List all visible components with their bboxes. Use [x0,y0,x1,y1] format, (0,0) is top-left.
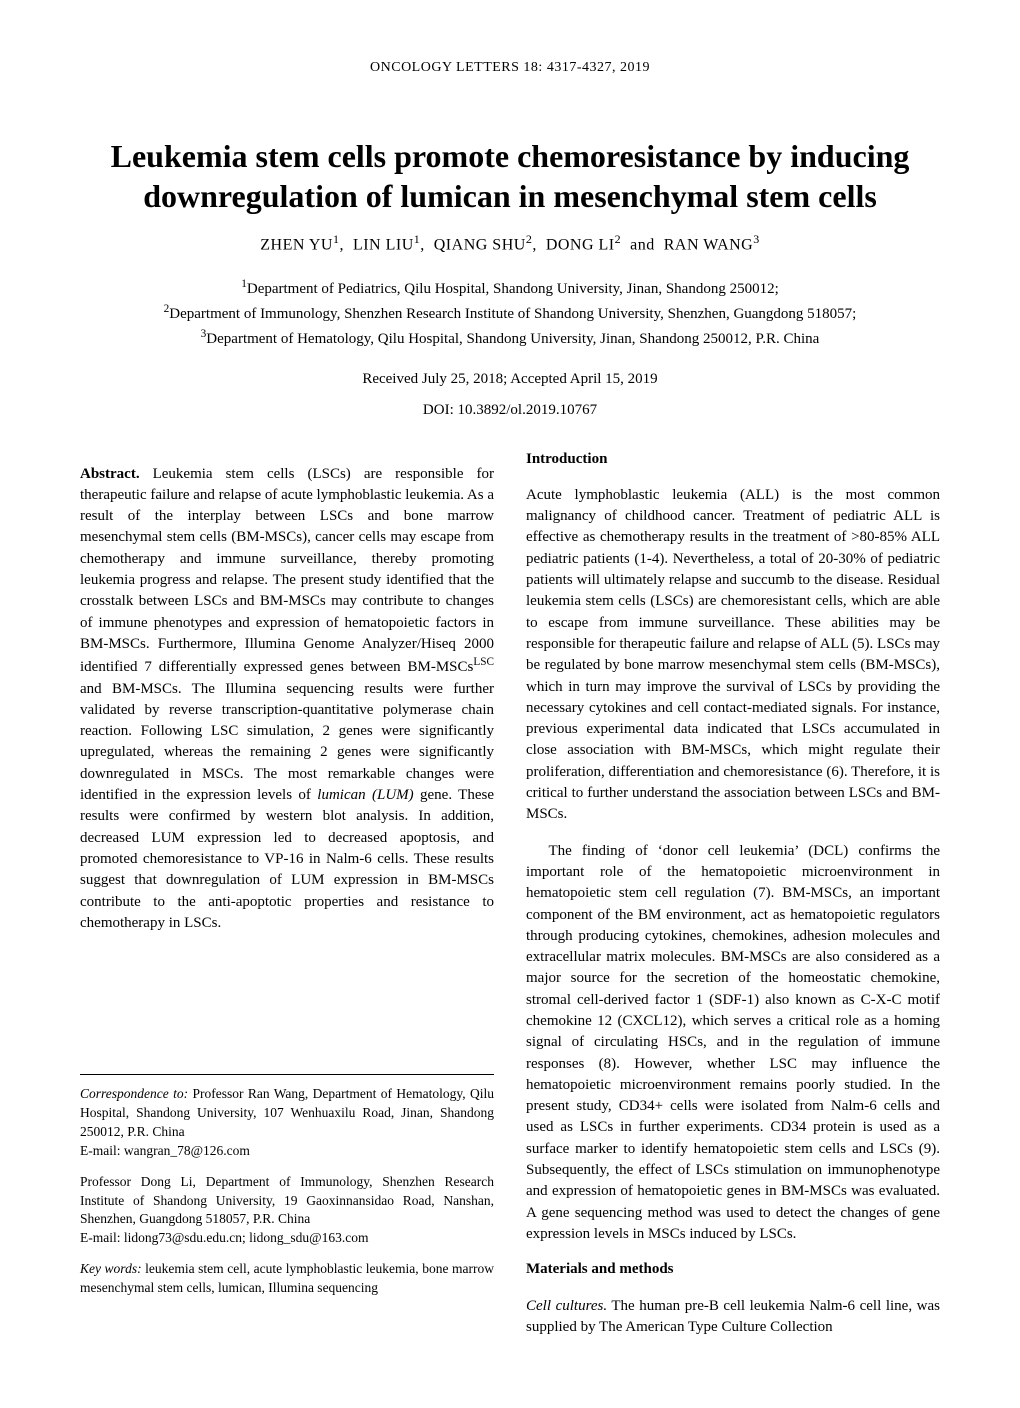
correspondence-label: Correspondence to: [80,1086,188,1101]
introduction-paragraph-2: The finding of ‘donor cell leukemia’ (DC… [526,841,940,1246]
right-column: Introduction Acute lymphoblastic leukemi… [526,449,940,1339]
introduction-heading: Introduction [526,449,940,470]
correspondence-2-body: Professor Dong Li, Department of Immunol… [80,1174,494,1227]
keywords-label: Key words: [80,1261,142,1276]
materials-methods-heading: Materials and methods [526,1259,940,1280]
title-line-1: Leukemia stem cells promote chemoresista… [111,138,910,174]
received-accepted-dates: Received July 25, 2018; Accepted April 1… [80,371,940,388]
article-title: Leukemia stem cells promote chemoresista… [80,136,940,216]
body-columns: Abstract. Leukemia stem cells (LSCs) are… [80,449,940,1339]
running-head: ONCOLOGY LETTERS 18: 4317-4327, 2019 [80,60,940,76]
left-column: Abstract. Leukemia stem cells (LSCs) are… [80,449,494,1339]
author-list: ZHEN YU1, LIN LIU1, QIANG SHU2, DONG LI2… [80,232,940,254]
correspondence-block-1: Correspondence to: Professor Ran Wang, D… [80,1085,494,1161]
column-spacer [80,934,494,1074]
doi: DOI: 10.3892/ol.2019.10767 [80,402,940,419]
title-line-2: downregulation of lumican in mesenchymal… [143,178,877,214]
correspondence-rule [80,1074,494,1075]
page: ONCOLOGY LETTERS 18: 4317-4327, 2019 Leu… [0,0,1020,1388]
abstract-body: Leukemia stem cells (LSCs) are responsib… [80,466,494,931]
correspondence-section: Correspondence to: Professor Ran Wang, D… [80,1085,494,1298]
introduction-paragraph-1: Acute lymphoblastic leukemia (ALL) is th… [526,485,940,826]
correspondence-2-email: E-mail: lidong73@sdu.edu.cn; lidong_sdu@… [80,1230,368,1245]
affiliations: 1Department of Pediatrics, Qilu Hospital… [80,276,940,350]
keywords-body: leukemia stem cell, acute lymphoblastic … [80,1261,494,1295]
keywords-block: Key words: leukemia stem cell, acute lym… [80,1260,494,1298]
materials-methods-paragraph-1: Cell cultures. The human pre-B cell leuk… [526,1296,940,1339]
abstract-paragraph: Abstract. Leukemia stem cells (LSCs) are… [80,464,494,935]
correspondence-block-2: Professor Dong Li, Department of Immunol… [80,1173,494,1249]
abstract-label: Abstract. [80,466,140,482]
correspondence-1-email: E-mail: wangran_78@126.com [80,1143,250,1158]
